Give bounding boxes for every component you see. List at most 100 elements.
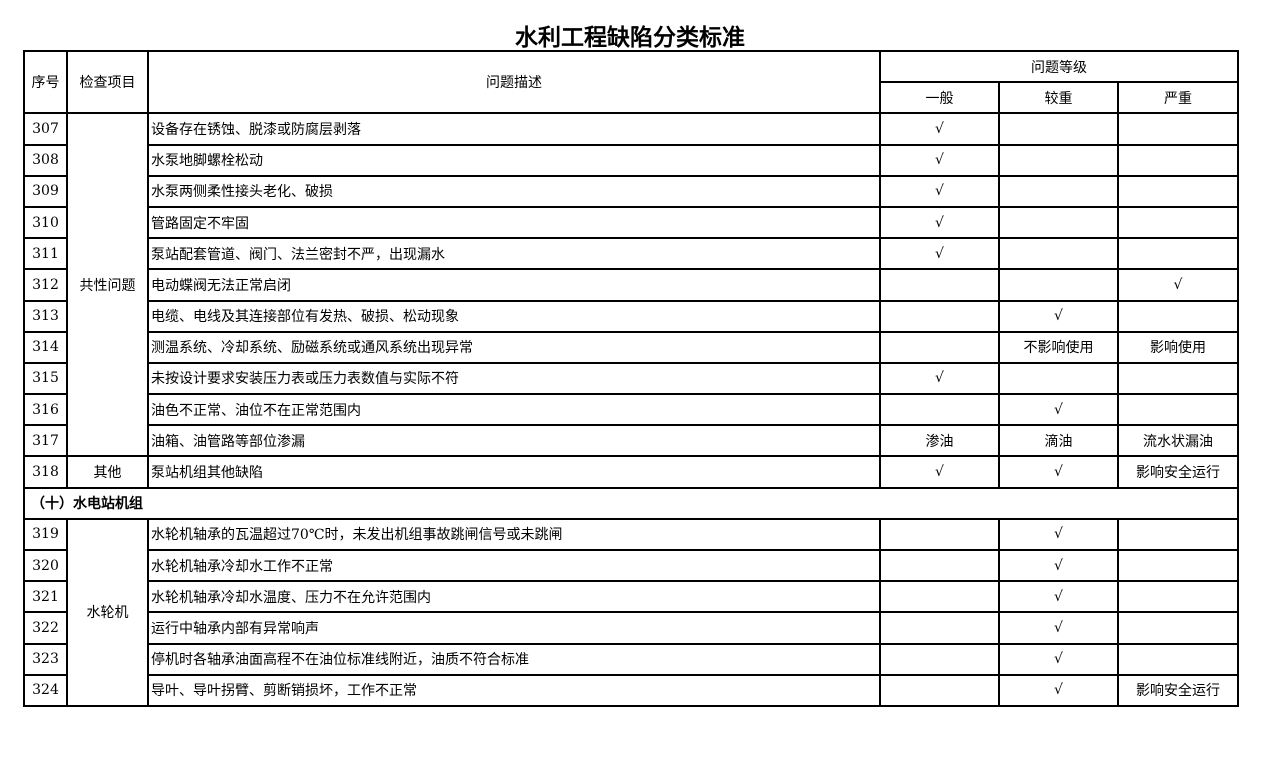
level-heavier: √ <box>998 580 1119 614</box>
problem-description: 停机时各轴承油面高程不在油位标准线附近，油质不符合标准 <box>147 642 881 676</box>
level-general <box>879 268 1000 302</box>
level-severe: 影响安全运行 <box>1116 673 1240 707</box>
row-number: 322 <box>23 611 68 645</box>
problem-description: 水轮机轴承冷却水温度、压力不在允许范围内 <box>147 580 881 614</box>
row-number: 316 <box>23 393 68 427</box>
level-severe <box>1116 580 1240 614</box>
level-severe <box>1116 174 1240 208</box>
table-row: 309 水泵两侧柔性接头老化、破损 √ <box>23 174 1240 208</box>
table-row: 314 测温系统、冷却系统、励磁系统或通风系统出现异常 不影响使用 影响使用 <box>23 330 1240 364</box>
problem-description: 电缆、电线及其连接部位有发热、破损、松动现象 <box>147 299 881 333</box>
problem-description: 未按设计要求安装压力表或压力表数值与实际不符 <box>147 361 881 396</box>
table-row: 323 停机时各轴承油面高程不在油位标准线附近，油质不符合标准 √ <box>23 642 1240 676</box>
level-heavier: √ <box>998 517 1119 552</box>
table-row: 322 运行中轴承内部有异常响声 √ <box>23 611 1240 645</box>
row-number: 312 <box>23 268 68 302</box>
header-heavier: 较重 <box>998 81 1119 115</box>
level-heavier <box>998 361 1119 396</box>
level-heavier: √ <box>998 642 1119 676</box>
level-heavier: √ <box>998 299 1119 333</box>
level-severe: 流水状漏油 <box>1116 424 1240 458</box>
row-number: 318 <box>23 455 68 489</box>
check-item: 共性问题 <box>66 112 149 458</box>
header-severe: 严重 <box>1116 81 1240 115</box>
table-row: 311 泵站配套管道、阀门、法兰密封不严，出现漏水 √ <box>23 237 1240 271</box>
row-number: 314 <box>23 330 68 364</box>
level-general <box>879 673 1000 707</box>
level-severe <box>1116 361 1240 396</box>
row-number: 310 <box>23 205 68 240</box>
row-number: 319 <box>23 517 68 552</box>
level-general: √ <box>879 143 1000 177</box>
table-row: 316 油色不正常、油位不在正常范围内 √ <box>23 393 1240 427</box>
level-general <box>879 299 1000 333</box>
level-general <box>879 611 1000 645</box>
level-severe <box>1116 143 1240 177</box>
row-number: 313 <box>23 299 68 333</box>
table-row: 310 管路固定不牢固 √ <box>23 205 1240 240</box>
level-severe: 影响使用 <box>1116 330 1240 364</box>
defect-table: 序号 检查项目 问题描述 问题等级 一般 较重 严重 307 共性问题 设备存在锈蚀… <box>22 49 1240 707</box>
table-row: 324 导叶、导叶拐臂、剪断销损坏，工作不正常 √ 影响安全运行 <box>23 673 1240 707</box>
level-heavier <box>998 268 1119 302</box>
header-no: 序号 <box>23 49 68 115</box>
level-general <box>879 393 1000 427</box>
problem-description: 测温系统、冷却系统、励磁系统或通风系统出现异常 <box>147 330 881 364</box>
level-severe: 影响安全运行 <box>1116 455 1240 489</box>
table-row: 312 电动蝶阀无法正常启闭 √ <box>23 268 1240 302</box>
level-severe <box>1116 393 1240 427</box>
level-general: √ <box>879 361 1000 396</box>
level-heavier: √ <box>998 548 1119 583</box>
problem-description: 水泵两侧柔性接头老化、破损 <box>147 174 881 208</box>
problem-description: 水泵地脚螺栓松动 <box>147 143 881 177</box>
section-row: （十）水电站机组 <box>22 486 1240 520</box>
row-number: 315 <box>23 361 68 396</box>
problem-description: 导叶、导叶拐臂、剪断销损坏，工作不正常 <box>147 673 881 707</box>
problem-description: 水轮机轴承冷却水工作不正常 <box>147 548 881 583</box>
level-severe <box>1116 548 1240 583</box>
level-heavier <box>998 205 1119 240</box>
problem-description: 泵站机组其他缺陷 <box>147 455 881 489</box>
row-number: 309 <box>23 174 68 208</box>
table-row: 315 未按设计要求安装压力表或压力表数值与实际不符 √ <box>23 361 1240 396</box>
level-severe <box>1116 112 1240 146</box>
level-severe <box>1116 611 1240 645</box>
row-number: 311 <box>23 237 68 271</box>
level-severe <box>1116 205 1240 240</box>
level-general <box>879 330 1000 364</box>
problem-description: 泵站配套管道、阀门、法兰密封不严，出现漏水 <box>147 237 881 271</box>
level-general: √ <box>879 455 1000 489</box>
table-row: 321 水轮机轴承冷却水温度、压力不在允许范围内 √ <box>23 580 1240 614</box>
header-desc: 问题描述 <box>147 49 881 115</box>
level-heavier: √ <box>998 673 1119 707</box>
header-general: 一般 <box>879 81 1000 115</box>
problem-description: 电动蝶阀无法正常启闭 <box>147 268 881 302</box>
header-level: 问题等级 <box>878 49 1240 84</box>
level-heavier <box>998 143 1119 177</box>
problem-description: 油箱、油管路等部位渗漏 <box>147 424 881 458</box>
level-severe <box>1116 237 1240 271</box>
level-severe <box>1116 642 1240 676</box>
level-general <box>879 642 1000 676</box>
table-row: 308 水泵地脚螺栓松动 √ <box>23 143 1240 177</box>
level-heavier <box>998 174 1119 208</box>
level-heavier <box>998 112 1119 146</box>
level-general: √ <box>879 174 1000 208</box>
problem-description: 油色不正常、油位不在正常范围内 <box>147 393 881 427</box>
level-severe <box>1116 517 1240 552</box>
problem-description: 设备存在锈蚀、脱漆或防腐层剥落 <box>147 112 881 146</box>
check-item: 其他 <box>66 455 149 489</box>
level-severe: √ <box>1116 268 1240 302</box>
row-number: 317 <box>23 424 68 458</box>
problem-description: 管路固定不牢固 <box>147 205 881 240</box>
row-number: 308 <box>23 143 68 177</box>
level-heavier: 滴油 <box>998 424 1119 458</box>
table-row: 313 电缆、电线及其连接部位有发热、破损、松动现象 √ <box>23 299 1240 333</box>
level-general: √ <box>879 112 1000 146</box>
row-number: 324 <box>23 673 68 707</box>
level-severe <box>1116 299 1240 333</box>
table-row: 320 水轮机轴承冷却水工作不正常 √ <box>23 548 1240 583</box>
row-number: 321 <box>23 580 68 614</box>
section-title: （十）水电站机组 <box>22 486 1240 520</box>
level-general: 渗油 <box>879 424 1000 458</box>
